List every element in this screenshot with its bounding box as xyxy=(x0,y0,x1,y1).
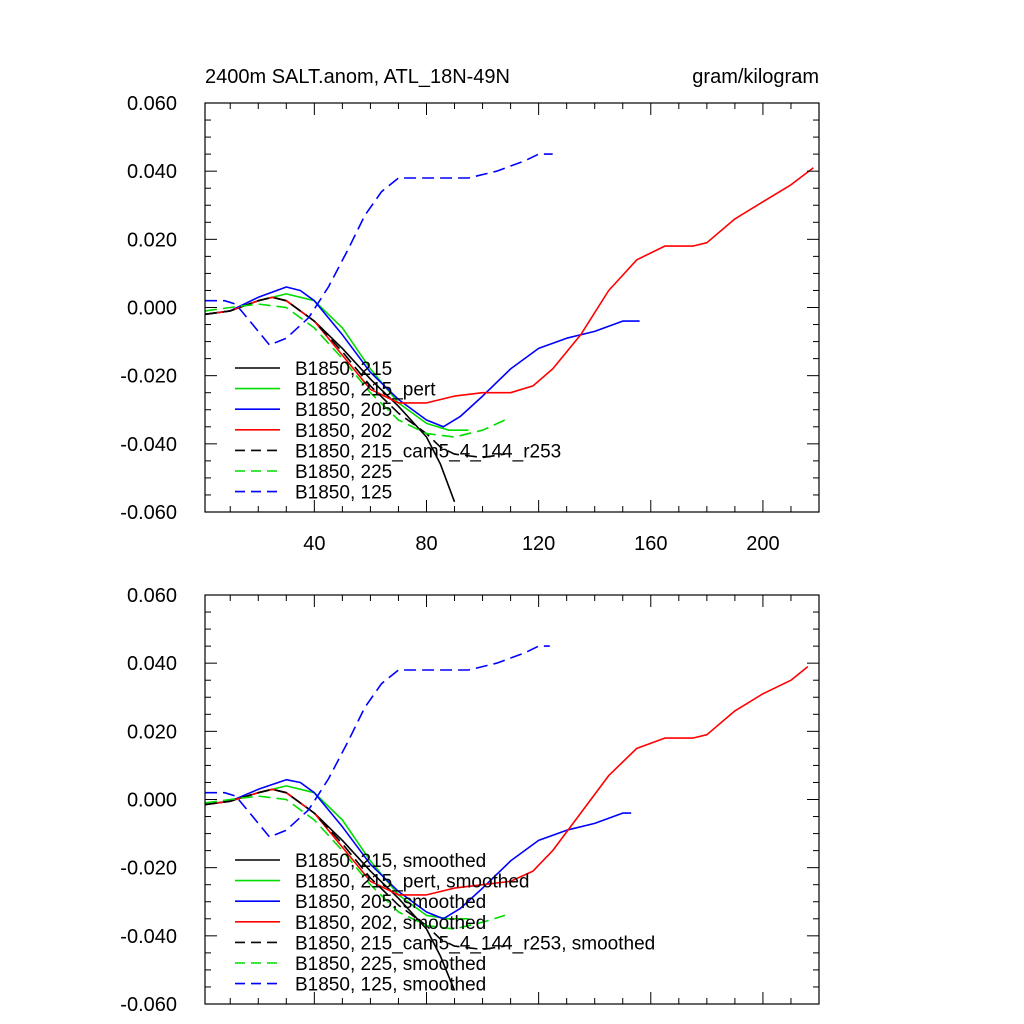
legend-label: B1850, 215 xyxy=(295,359,392,380)
y-tick-label: 0.000 xyxy=(127,298,177,320)
x-tick-label: 120 xyxy=(522,533,555,555)
legend-label: B1850, 202 xyxy=(295,421,392,442)
legend-label: B1850, 125, smoothed xyxy=(295,975,486,996)
series-line-b1850-225-smoothed xyxy=(205,795,506,930)
y-tick-label: 0.000 xyxy=(127,790,177,812)
legend-label: B1850, 215_pert xyxy=(295,380,436,401)
legend-label: B1850, 225, smoothed xyxy=(295,954,486,975)
y-tick-label: -0.060 xyxy=(120,502,177,524)
legend-label: B1850, 215_cam5_4_144_r253 xyxy=(295,441,561,462)
series-line-b1850-215-cam5-4-144-r253-smoothed xyxy=(205,788,506,951)
y-tick-label: -0.060 xyxy=(120,994,177,1016)
y-tick-label: -0.040 xyxy=(120,926,177,948)
legend-label: B1850, 225 xyxy=(295,462,392,483)
legend-label: B1850, 125 xyxy=(295,483,392,504)
y-tick-label: -0.040 xyxy=(120,434,177,456)
series-line-b1850-215-cam5-4-144-r253 xyxy=(205,296,506,459)
series-line-b1850-205-smoothed xyxy=(205,778,632,920)
legend-label: B1850, 205, smoothed xyxy=(295,892,486,913)
series-line-b1850-125 xyxy=(205,153,553,346)
series-line-b1850-125-smoothed xyxy=(205,645,550,838)
legend-label: B1850, 215, smoothed xyxy=(295,851,486,872)
legend-label: B1850, 215_pert, smoothed xyxy=(295,872,530,893)
y-tick-label: -0.020 xyxy=(120,366,177,388)
legend-label: B1850, 202, smoothed xyxy=(295,913,486,934)
y-tick-label: 0.040 xyxy=(127,653,177,675)
x-tick-label: 80 xyxy=(415,533,437,555)
x-tick-label: 160 xyxy=(634,533,667,555)
y-tick-label: 0.020 xyxy=(127,721,177,743)
x-tick-label: 40 xyxy=(303,533,325,555)
chart-title: 2400m SALT.anom, ATL_18N-49N xyxy=(205,66,510,88)
legend-label: B1850, 215_cam5_4_144_r253, smoothed xyxy=(295,933,655,954)
legend-label: B1850, 205 xyxy=(295,400,392,421)
y-tick-label: -0.020 xyxy=(120,858,177,880)
series-line-b1850-225 xyxy=(205,303,506,438)
y-tick-label: 0.040 xyxy=(127,161,177,183)
top-panel: 2400m SALT.anom, ATL_18N-49N gram/kilogra… xyxy=(120,66,820,555)
y-tick-label: 0.060 xyxy=(127,93,177,115)
series-line-b1850-205 xyxy=(205,286,640,428)
y-tick-label: 0.020 xyxy=(127,229,177,251)
units-label: gram/kilogram xyxy=(692,66,819,88)
x-tick-label: 200 xyxy=(746,533,779,555)
series-line-b1850-202 xyxy=(205,167,814,404)
y-tick-label: 0.060 xyxy=(127,585,177,607)
